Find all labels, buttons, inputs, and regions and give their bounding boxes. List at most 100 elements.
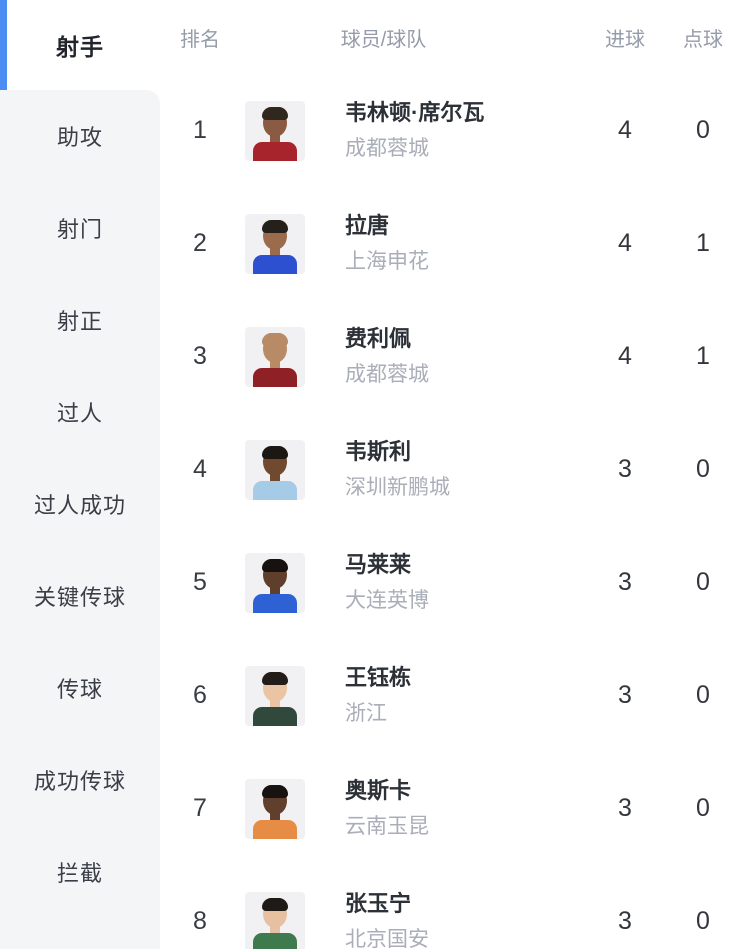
avatar-neck: [270, 472, 280, 482]
sidebar-item-key-passes[interactable]: 关键传球: [0, 550, 160, 642]
avatar-hair: [262, 445, 288, 459]
penalties-value: 1: [696, 342, 710, 370]
player-team: 成都蓉城: [345, 137, 429, 160]
sidebar-item-passes[interactable]: 传球: [0, 642, 160, 734]
stats-category-sidebar: 射手 助攻 射门 射正 过人 过人成功 关键传球 传球 成功传球 拦截: [0, 0, 160, 949]
player-name: 奥斯卡: [345, 778, 412, 803]
sidebar-item-successful-dribbles[interactable]: 过人成功: [0, 458, 160, 550]
player-team: 浙江: [345, 702, 387, 725]
table-row[interactable]: 4 韦斯利 深圳新鹏城 3 0: [160, 413, 750, 526]
sidebar-tab-group: 助攻 射门 射正 过人 过人成功 关键传球 传球 成功传球 拦截: [0, 90, 160, 949]
player-cell: 韦斯利 深圳新鹏城: [240, 438, 587, 501]
avatar-neck: [270, 924, 280, 934]
rank-value: 2: [193, 229, 207, 257]
rank-value: 5: [193, 568, 207, 596]
avatar-jersey: [253, 932, 297, 949]
goals-value: 3: [618, 568, 632, 596]
header-player-team: 球员/球队: [340, 28, 427, 51]
player-avatar: [245, 439, 305, 500]
avatar-jersey: [253, 819, 297, 839]
sidebar-item-label: 传球: [56, 677, 103, 702]
sidebar-item-interceptions[interactable]: 拦截: [0, 826, 160, 918]
sidebar-item-label: 过人成功: [33, 493, 126, 518]
player-cell: 费利佩 成都蓉城: [240, 325, 587, 388]
player-info: 韦林顿·席尔瓦 成都蓉城: [345, 99, 484, 162]
avatar-hair: [262, 106, 288, 120]
avatar-neck: [270, 585, 280, 595]
avatar-neck: [270, 246, 280, 256]
avatar-neck: [270, 811, 280, 821]
player-info: 马莱莱 大连英博: [345, 551, 429, 614]
table-row[interactable]: 2 拉唐 上海申花 4 1: [160, 187, 750, 300]
goals-value: 3: [618, 794, 632, 822]
player-info: 费利佩 成都蓉城: [345, 325, 429, 388]
table-row[interactable]: 7 奥斯卡 云南玉昆 3 0: [160, 752, 750, 865]
player-avatar: [245, 665, 305, 726]
penalties-value: 0: [696, 907, 710, 935]
sidebar-item-label: 拦截: [56, 861, 103, 886]
sidebar-item-top-scorers[interactable]: 射手: [0, 0, 160, 90]
avatar-neck: [270, 133, 280, 143]
rank-value: 6: [193, 681, 207, 709]
header-penalties: 点球: [683, 28, 723, 51]
table-row[interactable]: 6 王钰栋 浙江 3 0: [160, 639, 750, 752]
avatar-hair: [262, 558, 288, 572]
player-info: 韦斯利 深圳新鹏城: [345, 438, 450, 501]
table-row[interactable]: 1 韦林顿·席尔瓦 成都蓉城 4 0: [160, 74, 750, 187]
penalties-value: 0: [696, 455, 710, 483]
penalties-value: 0: [696, 794, 710, 822]
rank-value: 8: [193, 907, 207, 935]
table-row[interactable]: 8 张玉宁 北京国安 3 0: [160, 865, 750, 949]
avatar-jersey: [253, 593, 297, 613]
player-cell: 张玉宁 北京国安: [240, 890, 587, 949]
player-team: 云南玉昆: [345, 815, 429, 838]
rank-value: 4: [193, 455, 207, 483]
penalties-value: 0: [696, 116, 710, 144]
player-team: 成都蓉城: [345, 363, 429, 386]
avatar-hair: [262, 784, 288, 798]
sidebar-item-shots[interactable]: 射门: [0, 182, 160, 274]
rank-value: 7: [193, 794, 207, 822]
goals-value: 3: [618, 907, 632, 935]
avatar-jersey: [253, 254, 297, 274]
goals-value: 4: [618, 229, 632, 257]
avatar-hair: [262, 219, 288, 233]
player-cell: 王钰栋 浙江: [240, 664, 587, 727]
player-info: 张玉宁 北京国安: [345, 890, 429, 949]
player-name: 费利佩: [345, 326, 412, 351]
player-team: 深圳新鹏城: [345, 476, 450, 499]
sidebar-item-label: 射手: [56, 34, 104, 60]
player-info: 拉唐 上海申花: [345, 212, 429, 275]
table-row[interactable]: 3 费利佩 成都蓉城 4 1: [160, 300, 750, 413]
sidebar-item-dribbles[interactable]: 过人: [0, 366, 160, 458]
avatar-jersey: [253, 480, 297, 500]
player-name: 马莱莱: [345, 552, 412, 577]
player-name: 张玉宁: [345, 891, 412, 916]
player-info: 王钰栋 浙江: [345, 664, 411, 727]
sidebar-item-successful-passes[interactable]: 成功传球: [0, 734, 160, 826]
avatar-hair: [262, 671, 288, 685]
player-cell: 马莱莱 大连英博: [240, 551, 587, 614]
header-goals: 进球: [605, 28, 645, 51]
goals-value: 3: [618, 455, 632, 483]
goals-value: 4: [618, 342, 632, 370]
sidebar-item-label: 射正: [56, 309, 103, 334]
rank-value: 1: [193, 116, 207, 144]
sidebar-item-label: 关键传球: [33, 585, 126, 610]
sidebar-item-label: 助攻: [56, 125, 103, 150]
avatar-jersey: [253, 141, 297, 161]
avatar-jersey: [253, 367, 297, 387]
goals-value: 3: [618, 681, 632, 709]
sidebar-item-shots-on-target[interactable]: 射正: [0, 274, 160, 366]
player-avatar: [245, 552, 305, 613]
player-avatar: [245, 326, 305, 387]
player-name: 韦林顿·席尔瓦: [345, 100, 485, 125]
table-row[interactable]: 5 马莱莱 大连英博 3 0: [160, 526, 750, 639]
sidebar-item-label: 射门: [56, 217, 103, 242]
active-tab-indicator: [0, 0, 7, 90]
avatar-hair: [262, 332, 288, 346]
table-body: 1 韦林顿·席尔瓦 成都蓉城 4 0 2 拉唐: [160, 74, 750, 949]
penalties-value: 1: [696, 229, 710, 257]
player-cell: 奥斯卡 云南玉昆: [240, 777, 587, 840]
sidebar-item-assists[interactable]: 助攻: [0, 90, 160, 182]
